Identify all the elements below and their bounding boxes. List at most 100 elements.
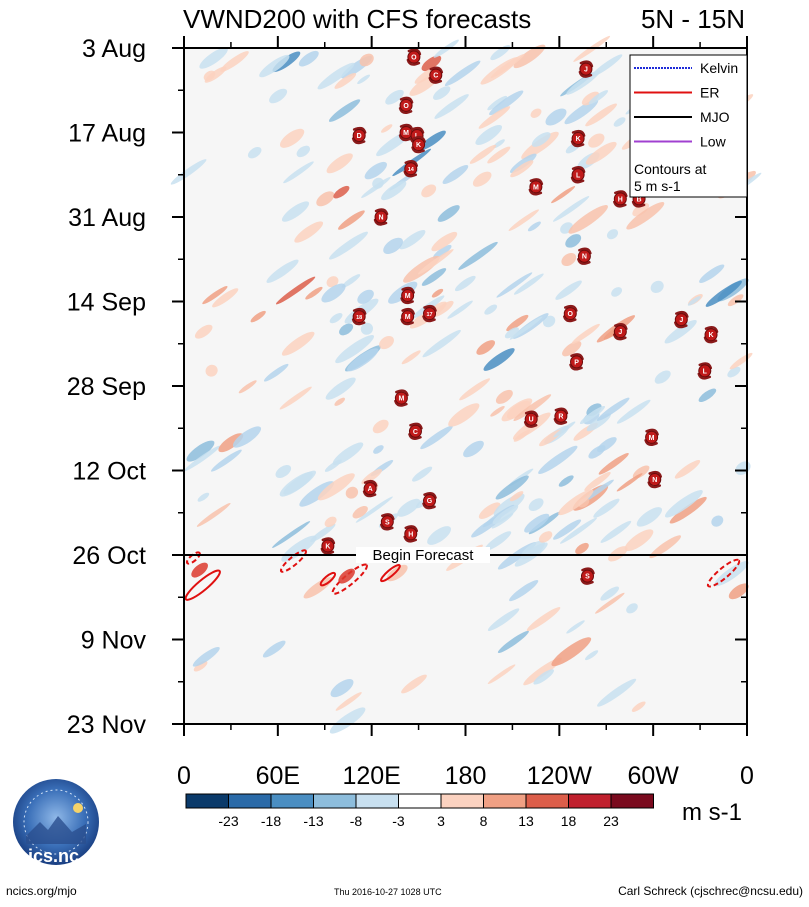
storm-marker: 18 — [351, 307, 367, 326]
x-tick-label: 0 — [177, 762, 191, 790]
storm-marker: L — [697, 362, 713, 380]
storm-label: B — [637, 196, 642, 203]
storm-marker: 17 — [422, 304, 437, 323]
chart-title: VWND200 with CFS forecasts — [183, 4, 531, 34]
cics-logo — [12, 778, 100, 866]
storm-marker: H — [613, 190, 628, 208]
storm-label: H — [618, 196, 623, 203]
storm-label: K — [576, 136, 581, 143]
storm-label: N — [582, 254, 587, 261]
logo-text: cics.nc — [18, 846, 80, 866]
colorbar-swatch — [313, 793, 357, 809]
storm-marker: K — [411, 135, 426, 154]
legend-label: MJO — [700, 109, 730, 125]
storm-label: M — [405, 314, 411, 321]
y-tick-label: 28 Sep — [67, 373, 146, 401]
x-tick-label: 0 — [740, 762, 754, 790]
chart-region: 5N - 15N — [641, 4, 745, 34]
y-tick-label: 17 Aug — [68, 120, 146, 148]
storm-label: 14 — [408, 167, 415, 173]
storm-label: R — [558, 414, 563, 421]
legend-entry: Kelvin — [634, 60, 738, 76]
author-credit: Carl Schreck (cjschrec@ncsu.edu) — [618, 884, 803, 898]
legend-label: Kelvin — [700, 60, 738, 76]
storm-label: S — [385, 519, 390, 526]
contour-note: Contours at — [634, 161, 706, 177]
storm-label: S — [585, 574, 590, 581]
storm-marker: J — [674, 310, 689, 329]
colorbar-units: m s-1 — [682, 799, 742, 826]
storm-marker: 14 — [403, 160, 419, 178]
storm-marker: N — [373, 208, 389, 226]
storm-label: P — [574, 359, 579, 366]
storm-label: U — [529, 417, 534, 424]
storm-label: M — [649, 435, 655, 442]
storm-label: L — [576, 172, 581, 179]
storm-label: M — [533, 184, 539, 191]
colorbar-swatch — [610, 793, 654, 809]
storm-marker: L — [570, 166, 586, 184]
colorbar-swatch — [525, 793, 569, 809]
website-link[interactable]: ncics.org/mjo — [6, 884, 77, 898]
x-tick-label: 180 — [445, 762, 487, 790]
storm-label: K — [325, 543, 330, 550]
legend-entry: Low — [634, 134, 727, 150]
storm-marker: K — [320, 537, 336, 555]
storm-marker: O — [563, 304, 578, 323]
storm-marker: D — [351, 126, 367, 145]
storm-label: O — [403, 103, 409, 110]
storm-marker: S — [580, 567, 595, 585]
y-tick-label: 31 Aug — [68, 204, 146, 232]
storm-marker: G — [422, 491, 437, 510]
legend: Kelvin ER MJO Low Contours at 5 m s-1 — [629, 54, 748, 198]
storm-label: J — [679, 317, 683, 324]
y-axis: 3 Aug 17 Aug 31 Aug 14 Sep 28 Sep 12 Oct 26 Oc… — [67, 35, 747, 739]
colorbar-swatch — [483, 793, 527, 809]
storm-label: 17 — [426, 312, 432, 318]
storm-label: N — [652, 477, 657, 484]
storm-label: K — [708, 332, 713, 339]
colorbar-swatch — [440, 793, 484, 809]
storm-label: A — [368, 486, 373, 493]
storm-marker: K — [703, 325, 719, 344]
y-tick-label: 12 Oct — [72, 458, 146, 486]
storm-label: O — [411, 55, 417, 62]
colorbar-label: 23 — [603, 813, 619, 829]
storm-marker: N — [577, 247, 592, 265]
colorbar-label: 3 — [437, 813, 445, 829]
storm-marker: S — [380, 513, 395, 531]
colorbar-label: 13 — [518, 813, 534, 829]
x-tick-label: 120E — [342, 762, 400, 790]
storm-label: K — [416, 142, 421, 149]
storm-marker: H — [403, 525, 419, 543]
storm-label: 18 — [356, 315, 362, 321]
colorbar-swatch — [568, 793, 612, 809]
storm-marker: M — [644, 428, 659, 447]
x-axis: 0 60E 120E 180 120W 60W 0 — [177, 36, 754, 790]
storm-label: C — [433, 73, 438, 80]
storm-label: J — [584, 67, 588, 74]
x-tick-label: 60W — [627, 762, 679, 790]
timestamp: Thu 2016-10-27 1028 UTC — [334, 887, 442, 897]
storm-marker: K — [570, 129, 586, 148]
colorbar-swatch — [228, 793, 272, 809]
storm-marker: U — [523, 410, 539, 428]
storm-marker: J — [613, 322, 628, 341]
colorbar-swatch — [355, 793, 399, 809]
storm-marker: M — [400, 286, 415, 305]
storm-label: M — [403, 130, 409, 137]
storm-marker: M — [394, 389, 409, 407]
colorbar-label: -3 — [392, 813, 405, 829]
storm-label: H — [408, 531, 413, 538]
storm-label: J — [618, 329, 622, 336]
colorbar-label: -8 — [350, 813, 363, 829]
x-tick-label: 60E — [256, 762, 300, 790]
legend-label: Low — [700, 134, 727, 150]
storm-marker: N — [647, 470, 662, 489]
contour-note-units: 5 m s-1 — [634, 178, 681, 194]
storm-marker: C — [428, 66, 444, 84]
y-tick-label: 26 Oct — [72, 542, 146, 570]
legend-label: ER — [700, 85, 719, 101]
